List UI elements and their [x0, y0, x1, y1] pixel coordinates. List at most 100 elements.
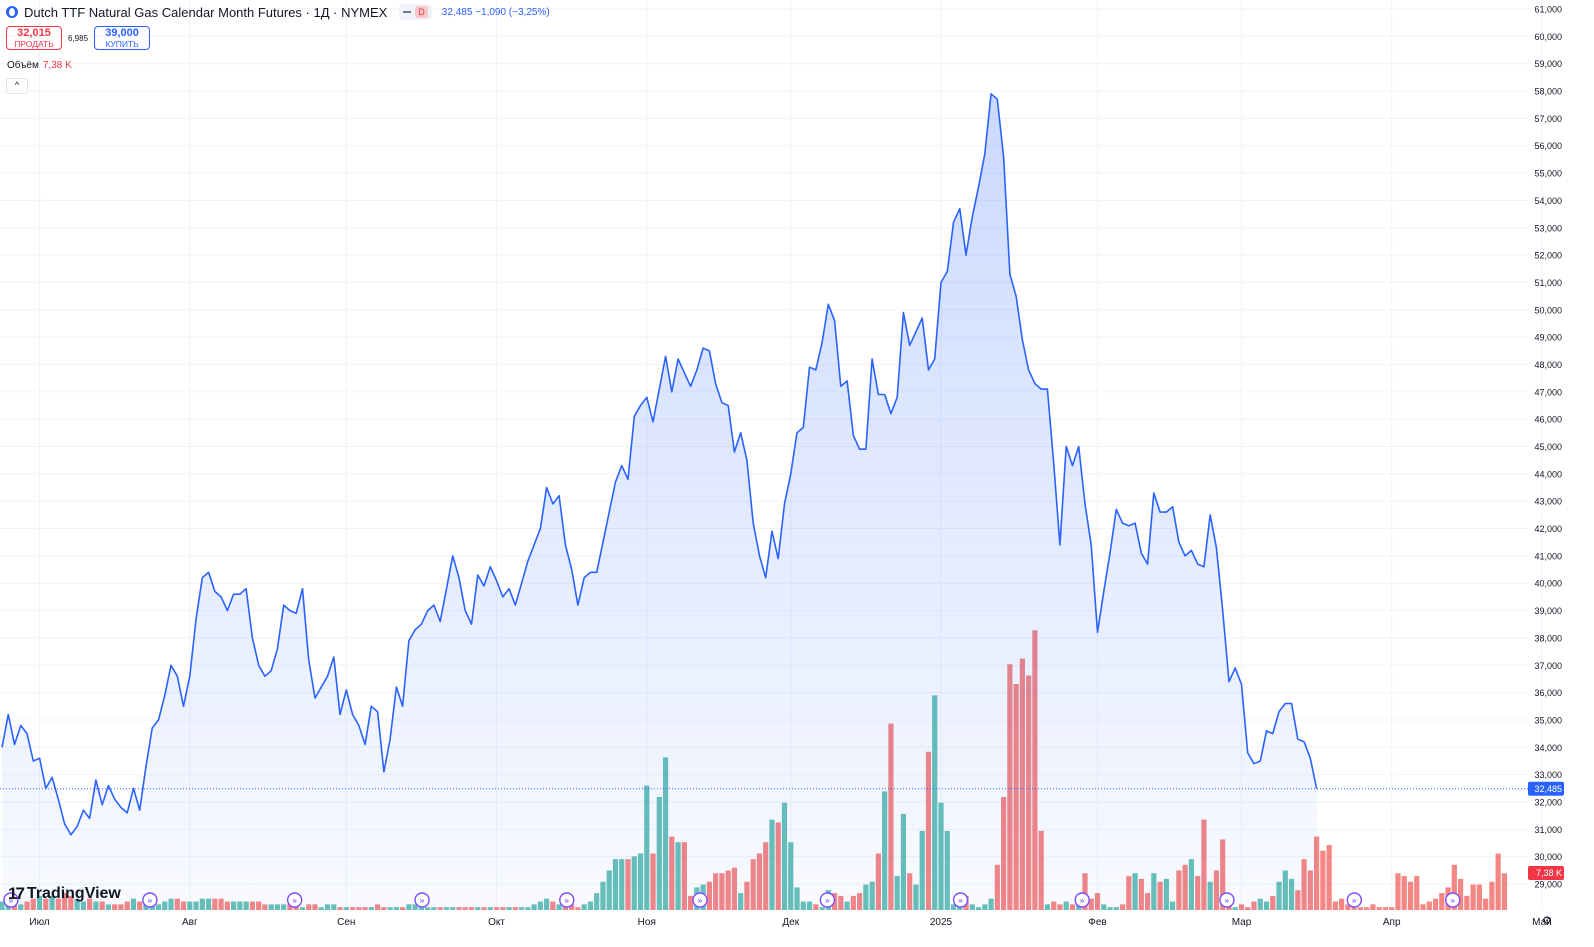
- volume-bar: [1395, 873, 1401, 910]
- event-arrow-icon: »: [697, 897, 703, 907]
- event-arrow-icon: »: [1224, 897, 1230, 907]
- time-tick-label: Окт: [488, 917, 505, 928]
- price-tick-label: 60,000: [1534, 32, 1562, 42]
- price-tick-label: 47,000: [1534, 387, 1562, 397]
- volume-bar: [1483, 898, 1489, 910]
- tradingview-watermark: 17 TradingView: [8, 884, 121, 904]
- price-tick-label: 44,000: [1534, 469, 1562, 479]
- collapse-legend-button[interactable]: ^: [6, 78, 28, 94]
- axis-badges: 32,485 7,38 K: [1528, 781, 1564, 880]
- price-tick-label: 32,000: [1534, 797, 1562, 807]
- event-marker-icon: [1346, 892, 1363, 908]
- price-tick-label: 41,000: [1534, 551, 1562, 561]
- price-tick-label: 48,000: [1534, 360, 1562, 370]
- volume-bar: [1370, 904, 1376, 910]
- price-tick-label: 45,000: [1534, 442, 1562, 452]
- time-tick-label: 2025: [930, 917, 953, 928]
- event-arrow-icon: »: [564, 897, 570, 907]
- time-tick-label: Дек: [782, 917, 799, 928]
- event-marker-icon: [414, 892, 430, 908]
- time-tick-label: Май: [1532, 917, 1552, 928]
- event-marker-icon: [559, 892, 575, 908]
- event-marker-icon: [1219, 892, 1235, 908]
- volume-bar: [1345, 904, 1351, 910]
- delayed-badge: D: [415, 6, 428, 18]
- sell-label: ПРОДАТЬ: [14, 39, 54, 49]
- time-axis[interactable]: Июл Авг Сен Окт Ноя Дек 2025 Фев Мар Апр Май: [29, 917, 1551, 928]
- volume-bar: [1476, 884, 1482, 910]
- spread-value: 6,985: [68, 33, 89, 43]
- last-price-badge-text: 32,485: [1534, 784, 1562, 794]
- price-tick-label: 58,000: [1534, 87, 1562, 97]
- price-tick-label: 38,000: [1534, 633, 1562, 643]
- volume-bar: [1364, 907, 1370, 910]
- time-tick-label: Ноя: [638, 917, 656, 928]
- event-marker-icon: [3, 892, 19, 908]
- price-tick-label: 40,000: [1534, 579, 1562, 589]
- tradingview-logo-icon: 17: [8, 884, 25, 903]
- volume-bar: [1495, 853, 1501, 910]
- price-tick-label: 36,000: [1534, 688, 1562, 698]
- time-tick-label: Авг: [182, 917, 198, 928]
- price-tick-label: 39,000: [1534, 606, 1562, 616]
- price-tick-label: 50,000: [1534, 305, 1562, 315]
- last-volume-badge: [1528, 866, 1564, 880]
- event-arrow-icon: »: [292, 897, 298, 907]
- price-tick-label: 57,000: [1534, 114, 1562, 124]
- volume-bar: [1357, 907, 1364, 910]
- volume-bar: [1426, 901, 1432, 910]
- event-marker-icon: [1074, 892, 1090, 908]
- sell-price: 32,015: [17, 27, 51, 39]
- buy-price: 39,000: [105, 27, 139, 39]
- trade-buttons: 32,015 ПРОДАТЬ 6,985 39,000 КУПИТЬ: [6, 26, 151, 50]
- last-volume-badge-text: 7,38 K: [1536, 868, 1562, 878]
- price-tick-label: 52,000: [1534, 251, 1562, 261]
- price-tick-label: 53,000: [1534, 223, 1562, 233]
- volume-legend[interactable]: Объём 7,38 K: [7, 60, 72, 71]
- price-tick-label: 30,000: [1534, 852, 1562, 862]
- price-tick-label: 29,000: [1534, 880, 1562, 890]
- event-arrow-icon: »: [1352, 897, 1358, 907]
- volume-bar: [1389, 907, 1395, 910]
- volume-bar: [1439, 893, 1445, 910]
- volume-bar: [1376, 907, 1382, 910]
- buy-button[interactable]: 39,000 КУПИТЬ: [94, 26, 151, 50]
- price-tick-label: 54,000: [1534, 196, 1562, 206]
- buy-label: КУПИТЬ: [105, 39, 139, 49]
- price-tick-label: 42,000: [1534, 524, 1562, 534]
- volume-bar: [1451, 864, 1457, 910]
- price-area-fill: [2, 93, 1317, 911]
- price-tick-label: 49,000: [1534, 333, 1562, 343]
- settings-gear-icon[interactable]: ⚙: [1542, 915, 1552, 927]
- event-markers[interactable]: » » » » » » » » » » » »: [3, 892, 1461, 908]
- volume-bar: [1407, 881, 1414, 910]
- chart-header: Dutch TTF Natural Gas Calendar Month Fut…: [6, 4, 550, 20]
- volume-bar: [1420, 904, 1426, 910]
- sell-button[interactable]: 32,015 ПРОДАТЬ: [6, 26, 62, 50]
- status-pill[interactable]: D: [399, 4, 432, 20]
- price-line: [1, 93, 1318, 836]
- volume-bar: [1339, 898, 1345, 910]
- event-marker-icon: [952, 892, 969, 908]
- price-tick-label: 31,000: [1534, 825, 1562, 835]
- time-tick-label: Фев: [1088, 917, 1106, 928]
- event-arrow-icon: »: [1450, 897, 1456, 907]
- symbol-title[interactable]: Dutch TTF Natural Gas Calendar Month Fut…: [24, 4, 388, 20]
- volume-bar: [1382, 907, 1389, 910]
- volume-bar: [1470, 884, 1476, 910]
- price-axis[interactable]: 61,000 60,000 59,000 58,000 57,000 56,000 55,0…: [1534, 5, 1562, 890]
- price-tick-label: 55,000: [1534, 169, 1562, 179]
- volume-value: 7,38 K: [42, 60, 72, 71]
- volume-bar: [1464, 895, 1470, 910]
- volume-bar: [1401, 876, 1407, 910]
- price-tick-label: 61,000: [1534, 5, 1562, 15]
- volume-bar: [1457, 878, 1464, 910]
- price-tick-label: 35,000: [1534, 715, 1562, 725]
- volume-bar: [1332, 901, 1338, 910]
- volume-bar: [1501, 873, 1507, 910]
- watermark-text: TradingView: [26, 885, 121, 902]
- symbol-logo-icon: [6, 6, 18, 18]
- time-tick-label: Сен: [337, 917, 355, 928]
- event-arrow-icon: »: [1079, 897, 1085, 907]
